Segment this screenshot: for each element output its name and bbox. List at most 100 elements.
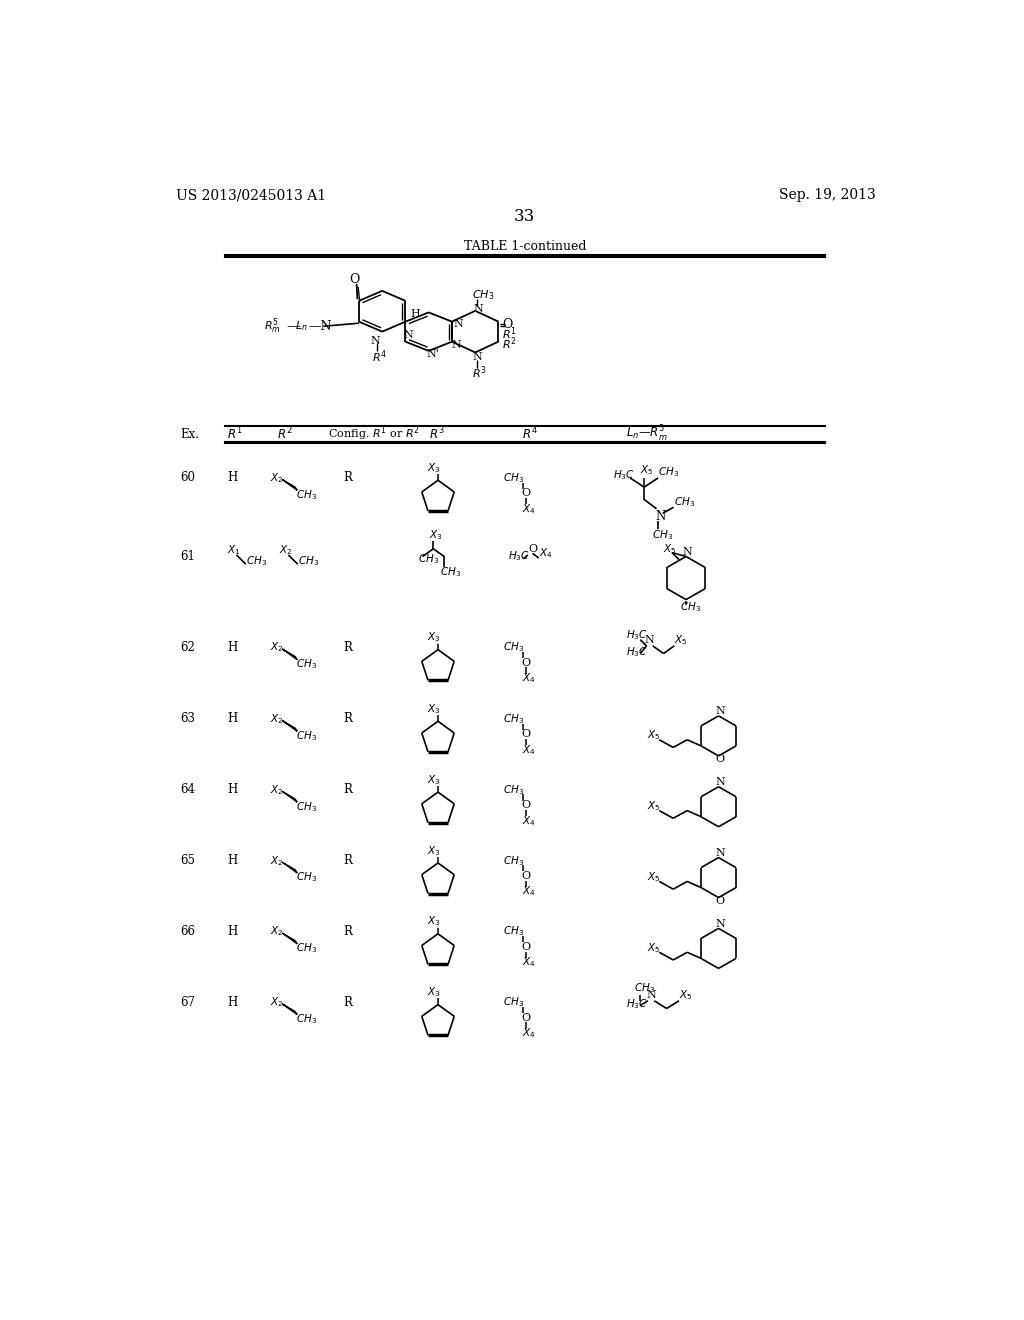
Text: $CH_3$: $CH_3$ — [472, 288, 495, 301]
Text: $X_3$: $X_3$ — [427, 461, 440, 475]
Text: —N: —N — [308, 319, 332, 333]
Text: $CH_3$: $CH_3$ — [296, 1012, 317, 1026]
Text: $X_4$: $X_4$ — [521, 743, 536, 756]
Text: N: N — [645, 635, 654, 644]
Text: $X_5$: $X_5$ — [647, 941, 660, 954]
Text: TABLE 1-continued: TABLE 1-continued — [464, 240, 586, 253]
Text: N: N — [473, 352, 482, 362]
Text: $X_4$: $X_4$ — [521, 1026, 536, 1040]
Text: O: O — [716, 754, 725, 764]
Text: $X_3$: $X_3$ — [429, 528, 442, 541]
Text: $CH_3$: $CH_3$ — [680, 601, 700, 614]
Text: N: N — [454, 319, 463, 329]
Polygon shape — [283, 1003, 297, 1015]
Text: $X_4$: $X_4$ — [521, 672, 536, 685]
Text: $X_5$: $X_5$ — [640, 463, 653, 477]
Text: $H_3C$: $H_3C$ — [508, 549, 529, 564]
Text: $X_2$: $X_2$ — [270, 640, 284, 655]
Text: O: O — [349, 273, 359, 286]
Text: 63: 63 — [180, 713, 196, 726]
Text: N: N — [403, 330, 414, 339]
Text: $H_3C$: $H_3C$ — [627, 645, 648, 659]
Text: 67: 67 — [180, 995, 196, 1008]
Text: $CH_3$: $CH_3$ — [296, 729, 317, 743]
Text: $CH_3$: $CH_3$ — [504, 471, 524, 484]
Text: $R^3$: $R^3$ — [472, 364, 486, 380]
Text: H: H — [227, 995, 238, 1008]
Text: Sep. 19, 2013: Sep. 19, 2013 — [779, 189, 876, 202]
Text: $CH_3$: $CH_3$ — [296, 941, 317, 956]
Text: N: N — [474, 305, 483, 314]
Text: O: O — [503, 318, 513, 331]
Text: R: R — [343, 640, 352, 653]
Text: $CH_3$: $CH_3$ — [634, 982, 655, 995]
Text: —: — — [286, 319, 300, 333]
Text: $CH_3$: $CH_3$ — [296, 800, 317, 813]
Text: O: O — [521, 942, 530, 952]
Text: 66: 66 — [180, 925, 196, 939]
Text: $CH_3$: $CH_3$ — [504, 995, 524, 1010]
Text: $R^1$: $R^1$ — [227, 426, 243, 442]
Text: $X_4$: $X_4$ — [521, 502, 536, 516]
Text: H: H — [227, 713, 238, 726]
Text: $X_2$: $X_2$ — [270, 924, 284, 939]
Text: US 2013/0245013 A1: US 2013/0245013 A1 — [176, 189, 327, 202]
Text: $CH_3$: $CH_3$ — [504, 711, 524, 726]
Text: R: R — [343, 783, 352, 796]
Text: R: R — [343, 471, 352, 484]
Text: $CH_3$: $CH_3$ — [504, 854, 524, 867]
Text: $L_n$: $L_n$ — [295, 319, 308, 333]
Text: $X_2$: $X_2$ — [270, 995, 284, 1010]
Text: $X_5$: $X_5$ — [663, 543, 676, 556]
Text: N: N — [683, 546, 692, 557]
Text: $CH_3$: $CH_3$ — [440, 565, 462, 578]
Text: N: N — [646, 990, 656, 999]
Text: $CH_3$: $CH_3$ — [246, 554, 267, 568]
Text: $X_3$: $X_3$ — [427, 915, 440, 928]
Text: $X_4$: $X_4$ — [521, 884, 536, 899]
Text: R: R — [343, 925, 352, 939]
Text: $X_4$: $X_4$ — [539, 545, 553, 560]
Text: N: N — [716, 919, 725, 929]
Text: H: H — [227, 854, 238, 867]
Text: 61: 61 — [180, 550, 196, 564]
Text: N: N — [371, 335, 380, 346]
Text: $X_5$: $X_5$ — [647, 870, 660, 883]
Text: $X_2$: $X_2$ — [270, 854, 284, 867]
Text: $CH_3$: $CH_3$ — [296, 657, 317, 671]
Text: O: O — [521, 657, 530, 668]
Text: R: R — [343, 713, 352, 726]
Text: $L_n$—$R^5_m$: $L_n$—$R^5_m$ — [627, 424, 668, 444]
Text: N: N — [716, 847, 725, 858]
Text: O: O — [716, 896, 725, 906]
Text: Config. $R^1$ or $R^2$: Config. $R^1$ or $R^2$ — [328, 425, 420, 444]
Text: $X_5$: $X_5$ — [647, 729, 660, 742]
Text: 60: 60 — [180, 471, 196, 484]
Text: $R^3$: $R^3$ — [429, 426, 444, 442]
Text: $R^2$: $R^2$ — [503, 335, 517, 352]
Text: $X_3$: $X_3$ — [427, 843, 440, 858]
Text: 65: 65 — [180, 854, 196, 867]
Text: O: O — [521, 488, 530, 499]
Text: $CH_3$: $CH_3$ — [298, 554, 318, 568]
Polygon shape — [283, 792, 297, 803]
Text: $H_3C$: $H_3C$ — [627, 997, 648, 1011]
Polygon shape — [283, 649, 297, 660]
Text: $CH_3$: $CH_3$ — [652, 528, 673, 541]
Text: $X_1$: $X_1$ — [227, 544, 241, 557]
Text: 33: 33 — [514, 207, 536, 224]
Text: O: O — [521, 730, 530, 739]
Text: $X_2$: $X_2$ — [270, 711, 284, 726]
Text: $R^4$: $R^4$ — [372, 348, 387, 366]
Text: $CH_3$: $CH_3$ — [296, 488, 317, 502]
Text: $R^5_m$: $R^5_m$ — [263, 317, 281, 337]
Text: $X_3$: $X_3$ — [427, 702, 440, 715]
Text: $CH_3$: $CH_3$ — [504, 783, 524, 797]
Text: $H_3C$: $H_3C$ — [627, 628, 648, 642]
Text: H: H — [227, 783, 238, 796]
Text: N': N' — [426, 348, 439, 359]
Text: $X_3$: $X_3$ — [427, 774, 440, 787]
Text: $R^1$: $R^1$ — [503, 326, 517, 342]
Text: H: H — [227, 640, 238, 653]
Text: O: O — [521, 800, 530, 810]
